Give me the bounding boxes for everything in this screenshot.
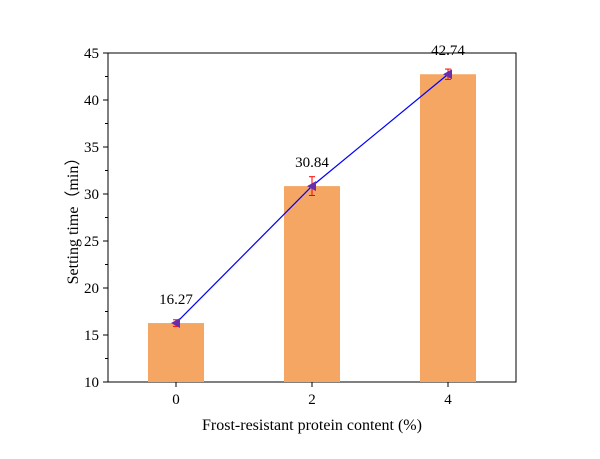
y-tick-label: 35 [84,140,99,156]
bar [284,186,340,382]
line-marker [443,69,452,80]
y-axis-title: Setting time（min） [64,150,82,285]
data-label: 42.74 [431,43,465,59]
data-label: 30.84 [295,155,329,171]
x-axis: 0 2 4 [172,382,452,408]
y-tick-label: 30 [84,187,99,203]
y-tick-label: 40 [84,93,99,109]
y-tick-label: 20 [84,281,99,297]
y-tick-label: 15 [84,328,99,344]
y-tick-label: 25 [84,234,99,250]
data-labels: 16.27 30.84 42.74 [159,43,465,308]
x-tick-label: 4 [444,392,452,408]
trend-line [171,69,452,329]
bar [148,323,204,382]
y-tick-label: 10 [84,375,99,391]
line-marker [171,318,180,329]
x-tick-label: 2 [308,392,316,408]
bars [148,74,476,382]
y-axis: 10 15 20 25 30 35 40 45 [84,46,108,391]
line-marker [307,181,316,192]
x-axis-title: Frost-resistant protein content (%) [202,417,422,434]
bar [420,74,476,382]
x-tick-label: 0 [172,392,180,408]
y-tick-label: 45 [84,46,99,62]
data-label: 16.27 [159,292,193,308]
